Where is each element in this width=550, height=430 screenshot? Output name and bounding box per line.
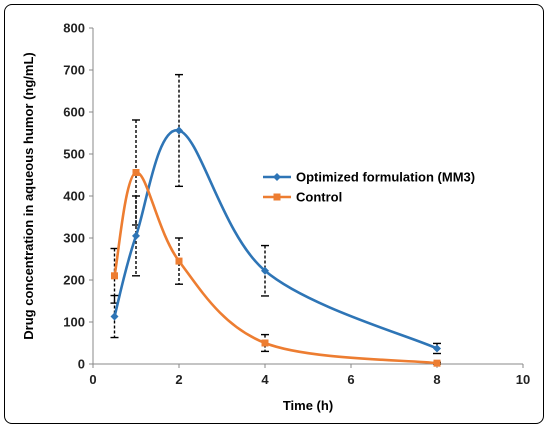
y-tick-label: 600 bbox=[63, 105, 85, 120]
data-point bbox=[110, 312, 119, 321]
data-point bbox=[111, 272, 118, 280]
data-point bbox=[261, 339, 269, 347]
data-point bbox=[132, 231, 140, 240]
legend-marker bbox=[273, 173, 281, 181]
data-point bbox=[175, 126, 183, 135]
legend: Optimized formulation (MM3) Control bbox=[263, 170, 475, 205]
y-tick-label: 500 bbox=[63, 147, 85, 162]
x-tick-label: 2 bbox=[175, 372, 182, 387]
data-point bbox=[433, 344, 441, 353]
x-tick-label: 10 bbox=[516, 372, 530, 387]
data-point bbox=[433, 359, 441, 367]
y-tick-label: 0 bbox=[78, 357, 85, 372]
x-tick-label: 0 bbox=[89, 372, 96, 387]
data-point bbox=[175, 257, 183, 265]
series-line-1 bbox=[113, 129, 438, 350]
y-tick-label: 100 bbox=[63, 315, 85, 330]
legend-marker bbox=[273, 193, 281, 201]
data-point bbox=[261, 266, 269, 275]
error-bars bbox=[110, 73, 441, 365]
x-axis-label: Time (h) bbox=[283, 398, 333, 413]
series-line-2 bbox=[113, 171, 438, 365]
legend-label: Optimized formulation (MM3) bbox=[296, 170, 475, 185]
y-tick-label: 200 bbox=[63, 273, 85, 288]
y-tick-label: 400 bbox=[63, 189, 85, 204]
axes: 0 100 200 300 400 500 600 700 800 0 2 4 6 8 10 bbox=[63, 21, 530, 388]
legend-label: Control bbox=[296, 190, 342, 205]
series-markers bbox=[110, 126, 441, 367]
y-tick-label: 800 bbox=[63, 21, 85, 36]
y-tick-label: 300 bbox=[63, 231, 85, 246]
y-tick-label: 700 bbox=[63, 63, 85, 78]
x-tick-label: 6 bbox=[347, 372, 354, 387]
x-tick-label: 4 bbox=[261, 372, 269, 387]
series-lines bbox=[113, 129, 438, 365]
chart-frame bbox=[4, 4, 544, 424]
x-tick-label: 8 bbox=[433, 372, 440, 387]
data-point bbox=[132, 168, 140, 176]
y-axis-label: Drug concentration in aqueous humor (ng/… bbox=[21, 52, 36, 339]
